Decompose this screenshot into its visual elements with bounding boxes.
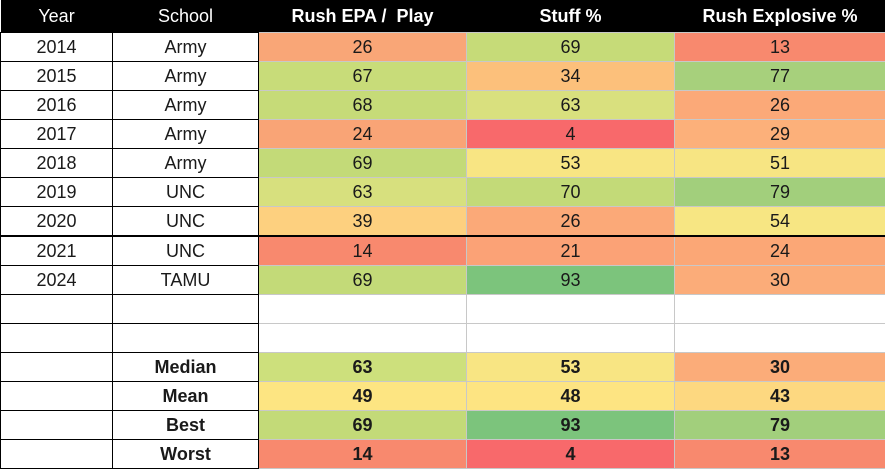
expl-cell: 51: [675, 149, 885, 178]
year-cell: 2019: [1, 178, 113, 207]
expl-cell: 54: [675, 207, 885, 237]
epa-cell: 26: [259, 33, 467, 62]
empty-cell: [113, 295, 259, 324]
summary-expl-cell: 30: [675, 353, 885, 382]
summary-stuff-cell: 48: [467, 382, 675, 411]
summary-epa-cell: 63: [259, 353, 467, 382]
empty-cell: [259, 324, 467, 353]
year-cell: 2021: [1, 236, 113, 266]
empty-cell: [1, 324, 113, 353]
empty-cell: [675, 295, 885, 324]
epa-cell: 24: [259, 120, 467, 149]
summary-epa-cell: 69: [259, 411, 467, 440]
school-cell: TAMU: [113, 266, 259, 295]
header-row: Year School Rush EPA / Play Stuff % Rush…: [1, 0, 885, 33]
school-cell: UNC: [113, 178, 259, 207]
summary-blank-cell: [1, 353, 113, 382]
expl-cell: 13: [675, 33, 885, 62]
summary-expl-cell: 79: [675, 411, 885, 440]
year-cell: 2024: [1, 266, 113, 295]
expl-cell: 24: [675, 236, 885, 266]
stuff-cell: 21: [467, 236, 675, 266]
stuff-cell: 69: [467, 33, 675, 62]
empty-cell: [113, 324, 259, 353]
epa-cell: 39: [259, 207, 467, 237]
header-school: School: [113, 0, 259, 33]
empty-row: [1, 295, 885, 324]
expl-cell: 77: [675, 62, 885, 91]
summary-expl-cell: 13: [675, 440, 885, 469]
year-cell: 2016: [1, 91, 113, 120]
expl-cell: 29: [675, 120, 885, 149]
stuff-cell: 70: [467, 178, 675, 207]
school-cell: UNC: [113, 207, 259, 237]
expl-cell: 30: [675, 266, 885, 295]
epa-cell: 63: [259, 178, 467, 207]
summary-blank-cell: [1, 382, 113, 411]
school-cell: Army: [113, 120, 259, 149]
epa-cell: 67: [259, 62, 467, 91]
stuff-cell: 4: [467, 120, 675, 149]
year-cell: 2017: [1, 120, 113, 149]
empty-cell: [1, 295, 113, 324]
summary-label: Median: [113, 353, 259, 382]
year-cell: 2018: [1, 149, 113, 178]
empty-cell: [467, 295, 675, 324]
year-cell: 2014: [1, 33, 113, 62]
epa-cell: 68: [259, 91, 467, 120]
empty-cell: [259, 295, 467, 324]
stuff-cell: 53: [467, 149, 675, 178]
stuff-cell: 34: [467, 62, 675, 91]
epa-cell: 69: [259, 266, 467, 295]
header-rush-explosive: Rush Explosive %: [675, 0, 885, 33]
empty-cell: [467, 324, 675, 353]
header-rush-epa: Rush EPA / Play: [259, 0, 467, 33]
header-year: Year: [1, 0, 113, 33]
summary-label: Best: [113, 411, 259, 440]
school-cell: Army: [113, 149, 259, 178]
summary-label: Mean: [113, 382, 259, 411]
empty-row: [1, 324, 885, 353]
year-cell: 2015: [1, 62, 113, 91]
school-cell: Army: [113, 33, 259, 62]
school-cell: UNC: [113, 236, 259, 266]
school-cell: Army: [113, 62, 259, 91]
summary-blank-cell: [1, 411, 113, 440]
summary-stuff-cell: 93: [467, 411, 675, 440]
stuff-cell: 63: [467, 91, 675, 120]
summary-expl-cell: 43: [675, 382, 885, 411]
school-cell: Army: [113, 91, 259, 120]
expl-cell: 26: [675, 91, 885, 120]
year-cell: 2020: [1, 207, 113, 237]
summary-blank-cell: [1, 440, 113, 469]
stuff-cell: 93: [467, 266, 675, 295]
epa-cell: 14: [259, 236, 467, 266]
expl-cell: 79: [675, 178, 885, 207]
empty-cell: [675, 324, 885, 353]
summary-stuff-cell: 53: [467, 353, 675, 382]
header-stuff: Stuff %: [467, 0, 675, 33]
summary-stuff-cell: 4: [467, 440, 675, 469]
summary-epa-cell: 49: [259, 382, 467, 411]
epa-cell: 69: [259, 149, 467, 178]
stuff-cell: 26: [467, 207, 675, 237]
summary-label: Worst: [113, 440, 259, 469]
summary-epa-cell: 14: [259, 440, 467, 469]
